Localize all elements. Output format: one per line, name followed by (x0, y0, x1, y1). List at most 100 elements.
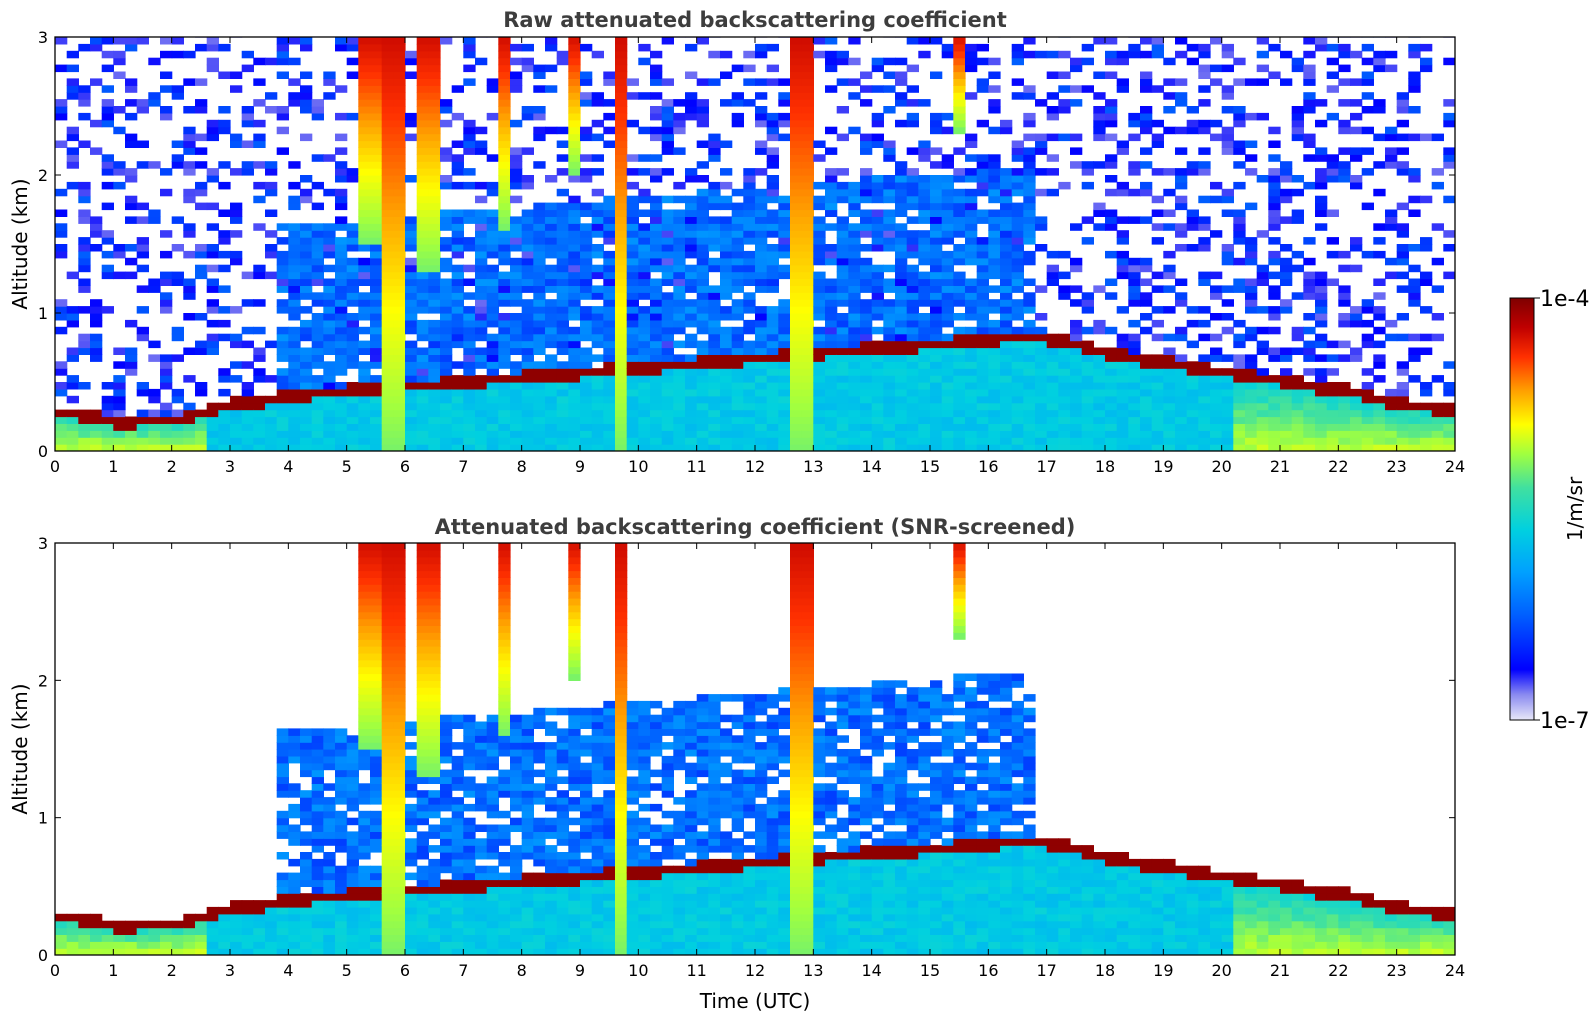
heatmap-cell (661, 78, 674, 86)
heatmap-cell (510, 375, 523, 383)
heatmap-cell (521, 402, 534, 411)
heatmap-cell (626, 388, 639, 397)
heatmap-cell (1221, 43, 1234, 52)
heatmap-cell (498, 409, 511, 418)
heatmap-cell (626, 209, 639, 217)
heatmap-cell (720, 202, 733, 211)
heatmap-cell (580, 43, 593, 52)
heatmap-cell (1116, 271, 1129, 280)
heatmap-cell (1221, 147, 1234, 155)
heatmap-cell (568, 444, 581, 451)
heatmap-cell (405, 216, 418, 224)
heatmap-cell (1291, 175, 1304, 183)
heatmap-cell (486, 340, 499, 349)
heatmap-cell (1046, 368, 1059, 376)
heatmap-cell (381, 99, 394, 107)
heatmap-cell (66, 319, 79, 328)
heatmap-cell (976, 313, 989, 321)
heatmap-cell (276, 416, 289, 424)
heatmap-cell (195, 313, 208, 321)
heatmap-cell (300, 257, 313, 266)
heatmap-cell (1151, 416, 1164, 424)
heatmap-cell (346, 430, 359, 438)
heatmap-cell (1128, 388, 1141, 397)
heatmap-cell (976, 402, 989, 411)
heatmap-cell (848, 409, 861, 418)
heatmap-cell (860, 264, 873, 273)
heatmap-cell (1245, 375, 1258, 383)
heatmap-cell (696, 140, 709, 148)
heatmap-cell (1443, 416, 1455, 424)
heatmap-cell (183, 920, 196, 929)
heatmap-cell (1046, 423, 1059, 431)
heatmap-cell (825, 313, 838, 321)
heatmap-cell (965, 278, 978, 286)
heatmap-cell (976, 175, 989, 183)
heatmap-cell (335, 444, 348, 451)
heatmap-cell (1245, 354, 1258, 362)
heatmap-cell (428, 92, 441, 100)
heatmap-cell (1408, 347, 1421, 355)
heatmap-cell (825, 37, 838, 45)
heatmap-cell (1256, 264, 1269, 273)
heatmap-cell (731, 382, 744, 390)
heatmap-cell (1268, 444, 1281, 451)
heatmap-cell (335, 893, 348, 901)
heatmap-cell (1023, 85, 1036, 93)
heatmap-cell (416, 209, 429, 217)
heatmap-cell (533, 202, 546, 211)
heatmap-cell (1046, 444, 1059, 451)
heatmap-cell (451, 306, 464, 314)
heatmap-cell (556, 244, 569, 252)
heatmap-cell (1315, 313, 1328, 321)
heatmap-cell (1443, 112, 1455, 121)
heatmap-cell (311, 326, 324, 335)
heatmap-cell (125, 78, 138, 86)
heatmap-cell (918, 244, 931, 252)
heatmap-cell (335, 402, 348, 411)
heatmap-cell (545, 375, 558, 383)
heatmap-cell (171, 354, 184, 362)
heatmap-cell (428, 340, 441, 349)
heatmap-cell (206, 927, 219, 935)
heatmap-cell (533, 161, 546, 169)
heatmap-cell (113, 437, 126, 445)
heatmap-cell (650, 264, 663, 273)
heatmap-cell (370, 106, 383, 114)
heatmap-cell (591, 416, 604, 424)
heatmap-cell (335, 824, 348, 832)
heatmap-cell (766, 319, 779, 328)
heatmap-cell (743, 195, 756, 204)
heatmap-cell (545, 230, 558, 238)
heatmap-cell (755, 119, 768, 128)
heatmap-cell (638, 230, 651, 238)
heatmap-cell (696, 175, 709, 183)
heatmap-cell (638, 361, 651, 369)
heatmap-cell (731, 209, 744, 217)
heatmap-cell (486, 85, 499, 93)
heatmap-cell (475, 271, 488, 280)
heatmap-cell (311, 409, 324, 418)
heatmap-cell (428, 354, 441, 362)
heatmap-cell (1000, 361, 1013, 369)
heatmap-cell (1070, 388, 1083, 397)
heatmap-cell (265, 250, 278, 259)
heatmap-cell (1011, 202, 1024, 211)
heatmap-cell (661, 133, 674, 142)
heatmap-cell (626, 195, 639, 204)
heatmap-cell (1315, 416, 1328, 424)
heatmap-cell (1431, 423, 1444, 431)
heatmap-cell (603, 195, 616, 204)
heatmap-cell (218, 430, 231, 438)
heatmap-cell (871, 437, 884, 445)
heatmap-cell (358, 395, 371, 404)
heatmap-cell (218, 71, 231, 79)
heatmap-cell (510, 409, 523, 418)
heatmap-cell (1338, 437, 1351, 445)
heatmap-cell (1058, 361, 1071, 369)
heatmap-cell (416, 168, 429, 176)
heatmap-cell (1210, 78, 1223, 86)
heatmap-cell (241, 395, 254, 404)
heatmap-cell (976, 278, 989, 286)
heatmap-cell (696, 444, 709, 451)
